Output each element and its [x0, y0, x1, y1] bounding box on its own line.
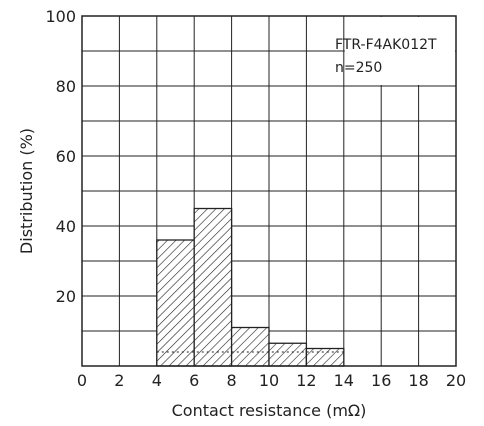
x-tick-label: 4	[152, 371, 162, 390]
y-tick-labels: 20 40 60 80 100	[45, 7, 76, 306]
grid	[82, 16, 456, 366]
legend-box: FTR-F4AK012T n=250	[335, 17, 455, 85]
legend-sample-size: n=250	[335, 60, 382, 76]
y-tick-label: 60	[56, 147, 76, 166]
x-tick-label: 20	[446, 371, 466, 390]
x-axis-label: Contact resistance (mΩ)	[172, 401, 367, 420]
legend-model: FTR-F4AK012T	[335, 37, 437, 53]
x-tick-label: 10	[259, 371, 279, 390]
y-axis-label: Distribution (%)	[17, 128, 36, 254]
x-tick-label: 6	[189, 371, 199, 390]
x-tick-labels: 0 2 4 6 8 10 12 14 16 18 20	[77, 371, 466, 390]
y-tick-label: 100	[45, 7, 76, 26]
bar	[230, 326, 270, 367]
bars	[156, 207, 345, 367]
x-tick-label: 18	[408, 371, 428, 390]
y-tick-label: 80	[56, 77, 76, 96]
x-tick-label: 8	[227, 371, 237, 390]
x-tick-label: 16	[371, 371, 391, 390]
x-tick-label: 2	[114, 371, 124, 390]
y-tick-label: 40	[56, 217, 76, 236]
x-tick-label: 12	[296, 371, 316, 390]
plot-frame	[81, 15, 457, 367]
bar	[268, 342, 308, 367]
bar	[305, 347, 345, 367]
x-tick-label: 0	[77, 371, 87, 390]
y-tick-label: 20	[56, 287, 76, 306]
x-tick-label: 14	[334, 371, 354, 390]
bar	[156, 239, 195, 367]
bar	[193, 207, 233, 367]
